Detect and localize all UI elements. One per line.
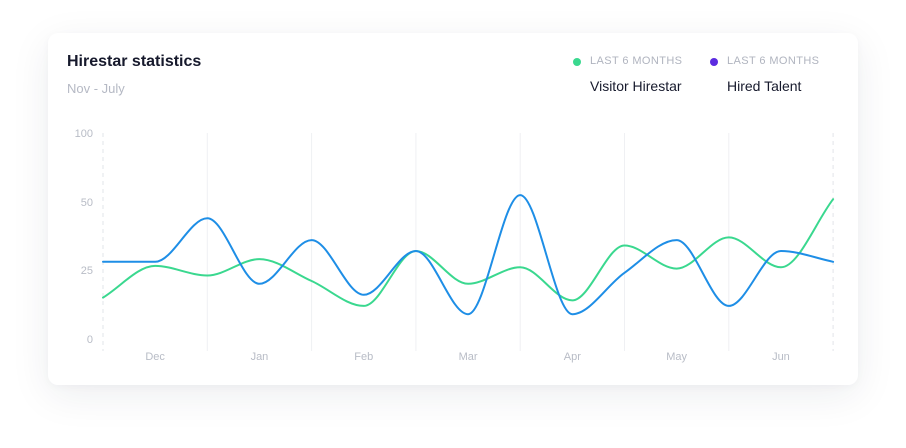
- chart-title: Hirestar statistics: [67, 53, 202, 70]
- chart-subtitle: Nov - July: [67, 81, 125, 96]
- series-line-hired-talent: [102, 194, 835, 316]
- y-tick-label: 25: [81, 265, 93, 277]
- x-tick-label: Jan: [251, 351, 269, 363]
- series-line-visitor-hirestar: [102, 198, 835, 307]
- x-tick-label: Jun: [772, 351, 790, 363]
- y-tick-label: 100: [75, 128, 93, 140]
- legend-series-name: Hired Talent: [727, 78, 802, 94]
- grid-lines: [102, 133, 834, 351]
- y-tick-label: 0: [87, 334, 93, 346]
- x-tick-label: Feb: [354, 351, 373, 363]
- legend-series-name: Visitor Hirestar: [590, 78, 682, 94]
- legend-dot-hired: [710, 58, 718, 66]
- legend-period-label: LAST 6 MONTHS: [590, 55, 683, 67]
- x-tick-label: Apr: [564, 351, 581, 363]
- x-tick-label: Mar: [459, 351, 478, 363]
- x-tick-label: Dec: [145, 351, 165, 363]
- line-chart: 100 50 25 0 Dec Jan Feb Mar Apr May Jun: [75, 128, 835, 363]
- statistics-card: Hirestar statistics Nov - July LAST 6 MO…: [48, 33, 858, 385]
- y-tick-label: 50: [81, 197, 93, 209]
- legend-dot-visitor: [573, 58, 581, 66]
- legend-period-label: LAST 6 MONTHS: [727, 55, 820, 67]
- x-tick-label: May: [666, 351, 687, 363]
